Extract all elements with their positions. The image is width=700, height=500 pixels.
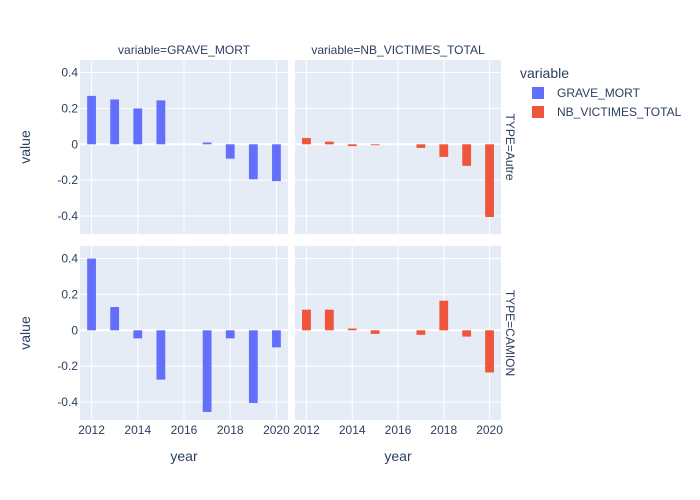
- bar-NB_VICTIMES_TOTAL-r1-2020: [485, 330, 494, 373]
- bar-GRAVE_MORT-r0-2012: [87, 95, 96, 145]
- x-axis-title: year: [170, 448, 198, 464]
- bar-NB_VICTIMES_TOTAL-r1-2015: [370, 330, 380, 334]
- bar-NB_VICTIMES_TOTAL-r1-2013: [324, 309, 334, 331]
- x-tick-label: 2014: [124, 423, 151, 437]
- bar-NB_VICTIMES_TOTAL-r0-2013: [324, 141, 334, 145]
- bar-GRAVE_MORT-r0-2015: [156, 100, 166, 145]
- bar-NB_VICTIMES_TOTAL-r1-2012: [302, 309, 311, 331]
- y-tick-label: -0.4: [57, 209, 78, 223]
- x-tick-label: 2012: [78, 423, 105, 437]
- y-axis-title: value: [17, 130, 33, 164]
- bar-GRAVE_MORT-r0-2019: [248, 144, 258, 180]
- y-tick-label: 0.4: [61, 252, 78, 266]
- bar-GRAVE_MORT-r0-2014: [133, 108, 143, 145]
- y-tick-label: 0.2: [61, 287, 78, 301]
- bar-GRAVE_MORT-r1-2014: [133, 330, 143, 339]
- bar-GRAVE_MORT-r1-2013: [110, 306, 120, 331]
- bar-GRAVE_MORT-r0-2020: [272, 144, 281, 182]
- facet-row-title-0: TYPE=Autre: [503, 113, 517, 180]
- bar-NB_VICTIMES_TOTAL-r0-2020: [485, 144, 494, 217]
- bar-GRAVE_MORT-r0-2013: [110, 99, 120, 145]
- x-tick-label: 2020: [476, 423, 503, 437]
- bar-GRAVE_MORT-r1-2018: [225, 330, 235, 339]
- facet-col-title-0: variable=GRAVE_MORT: [118, 43, 251, 57]
- bar-NB_VICTIMES_TOTAL-r0-2019: [462, 144, 472, 166]
- y-axis-title: value: [17, 316, 33, 350]
- bar-GRAVE_MORT-r0-2018: [225, 144, 235, 159]
- facet-row-title-1: TYPE=CAMION: [503, 290, 517, 376]
- facet-col-title-1: variable=NB_VICTIMES_TOTAL: [311, 43, 485, 57]
- bar-NB_VICTIMES_TOTAL-r1-2017: [416, 330, 426, 335]
- legend-swatch-NB_VICTIMES_TOTAL: [532, 106, 544, 118]
- x-tick-label: 2018: [217, 423, 244, 437]
- bar-GRAVE_MORT-r1-2017: [202, 330, 212, 412]
- legend-swatch-GRAVE_MORT: [532, 87, 544, 99]
- bar-NB_VICTIMES_TOTAL-r0-2012: [302, 138, 311, 145]
- bar-GRAVE_MORT-r1-2019: [248, 330, 258, 403]
- x-tick-label: 2018: [430, 423, 457, 437]
- y-tick-label: -0.2: [57, 359, 78, 373]
- bar-NB_VICTIMES_TOTAL-r0-2017: [416, 144, 426, 148]
- bar-GRAVE_MORT-r1-2020: [272, 330, 281, 348]
- y-tick-label: 0: [71, 323, 78, 337]
- x-tick-label: 2016: [171, 423, 198, 437]
- bar-NB_VICTIMES_TOTAL-r1-2019: [462, 330, 472, 337]
- bar-NB_VICTIMES_TOTAL-r0-2015: [370, 144, 380, 146]
- legend-title: variable: [520, 65, 569, 81]
- x-tick-label: 2016: [385, 423, 412, 437]
- x-axis-title: year: [384, 448, 412, 464]
- x-tick-label: 2014: [339, 423, 366, 437]
- y-tick-label: 0: [71, 137, 78, 151]
- bar-NB_VICTIMES_TOTAL-r1-2018: [439, 300, 449, 331]
- bar-GRAVE_MORT-r1-2015: [156, 330, 166, 380]
- y-tick-label: -0.4: [57, 395, 78, 409]
- y-tick-label: -0.2: [57, 173, 78, 187]
- bar-NB_VICTIMES_TOTAL-r0-2014: [347, 144, 357, 147]
- bar-NB_VICTIMES_TOTAL-r0-2018: [439, 144, 449, 157]
- bar-GRAVE_MORT-r0-2017: [202, 142, 212, 145]
- y-tick-label: 0.2: [61, 101, 78, 115]
- legend-label-NB_VICTIMES_TOTAL: NB_VICTIMES_TOTAL: [557, 105, 682, 119]
- y-tick-label: 0.4: [61, 66, 78, 80]
- bar-NB_VICTIMES_TOTAL-r1-2014: [347, 328, 357, 331]
- x-tick-label: 2012: [293, 423, 320, 437]
- legend-label-GRAVE_MORT: GRAVE_MORT: [557, 86, 641, 100]
- x-tick-label: 2020: [263, 423, 290, 437]
- bar-GRAVE_MORT-r1-2012: [87, 258, 96, 331]
